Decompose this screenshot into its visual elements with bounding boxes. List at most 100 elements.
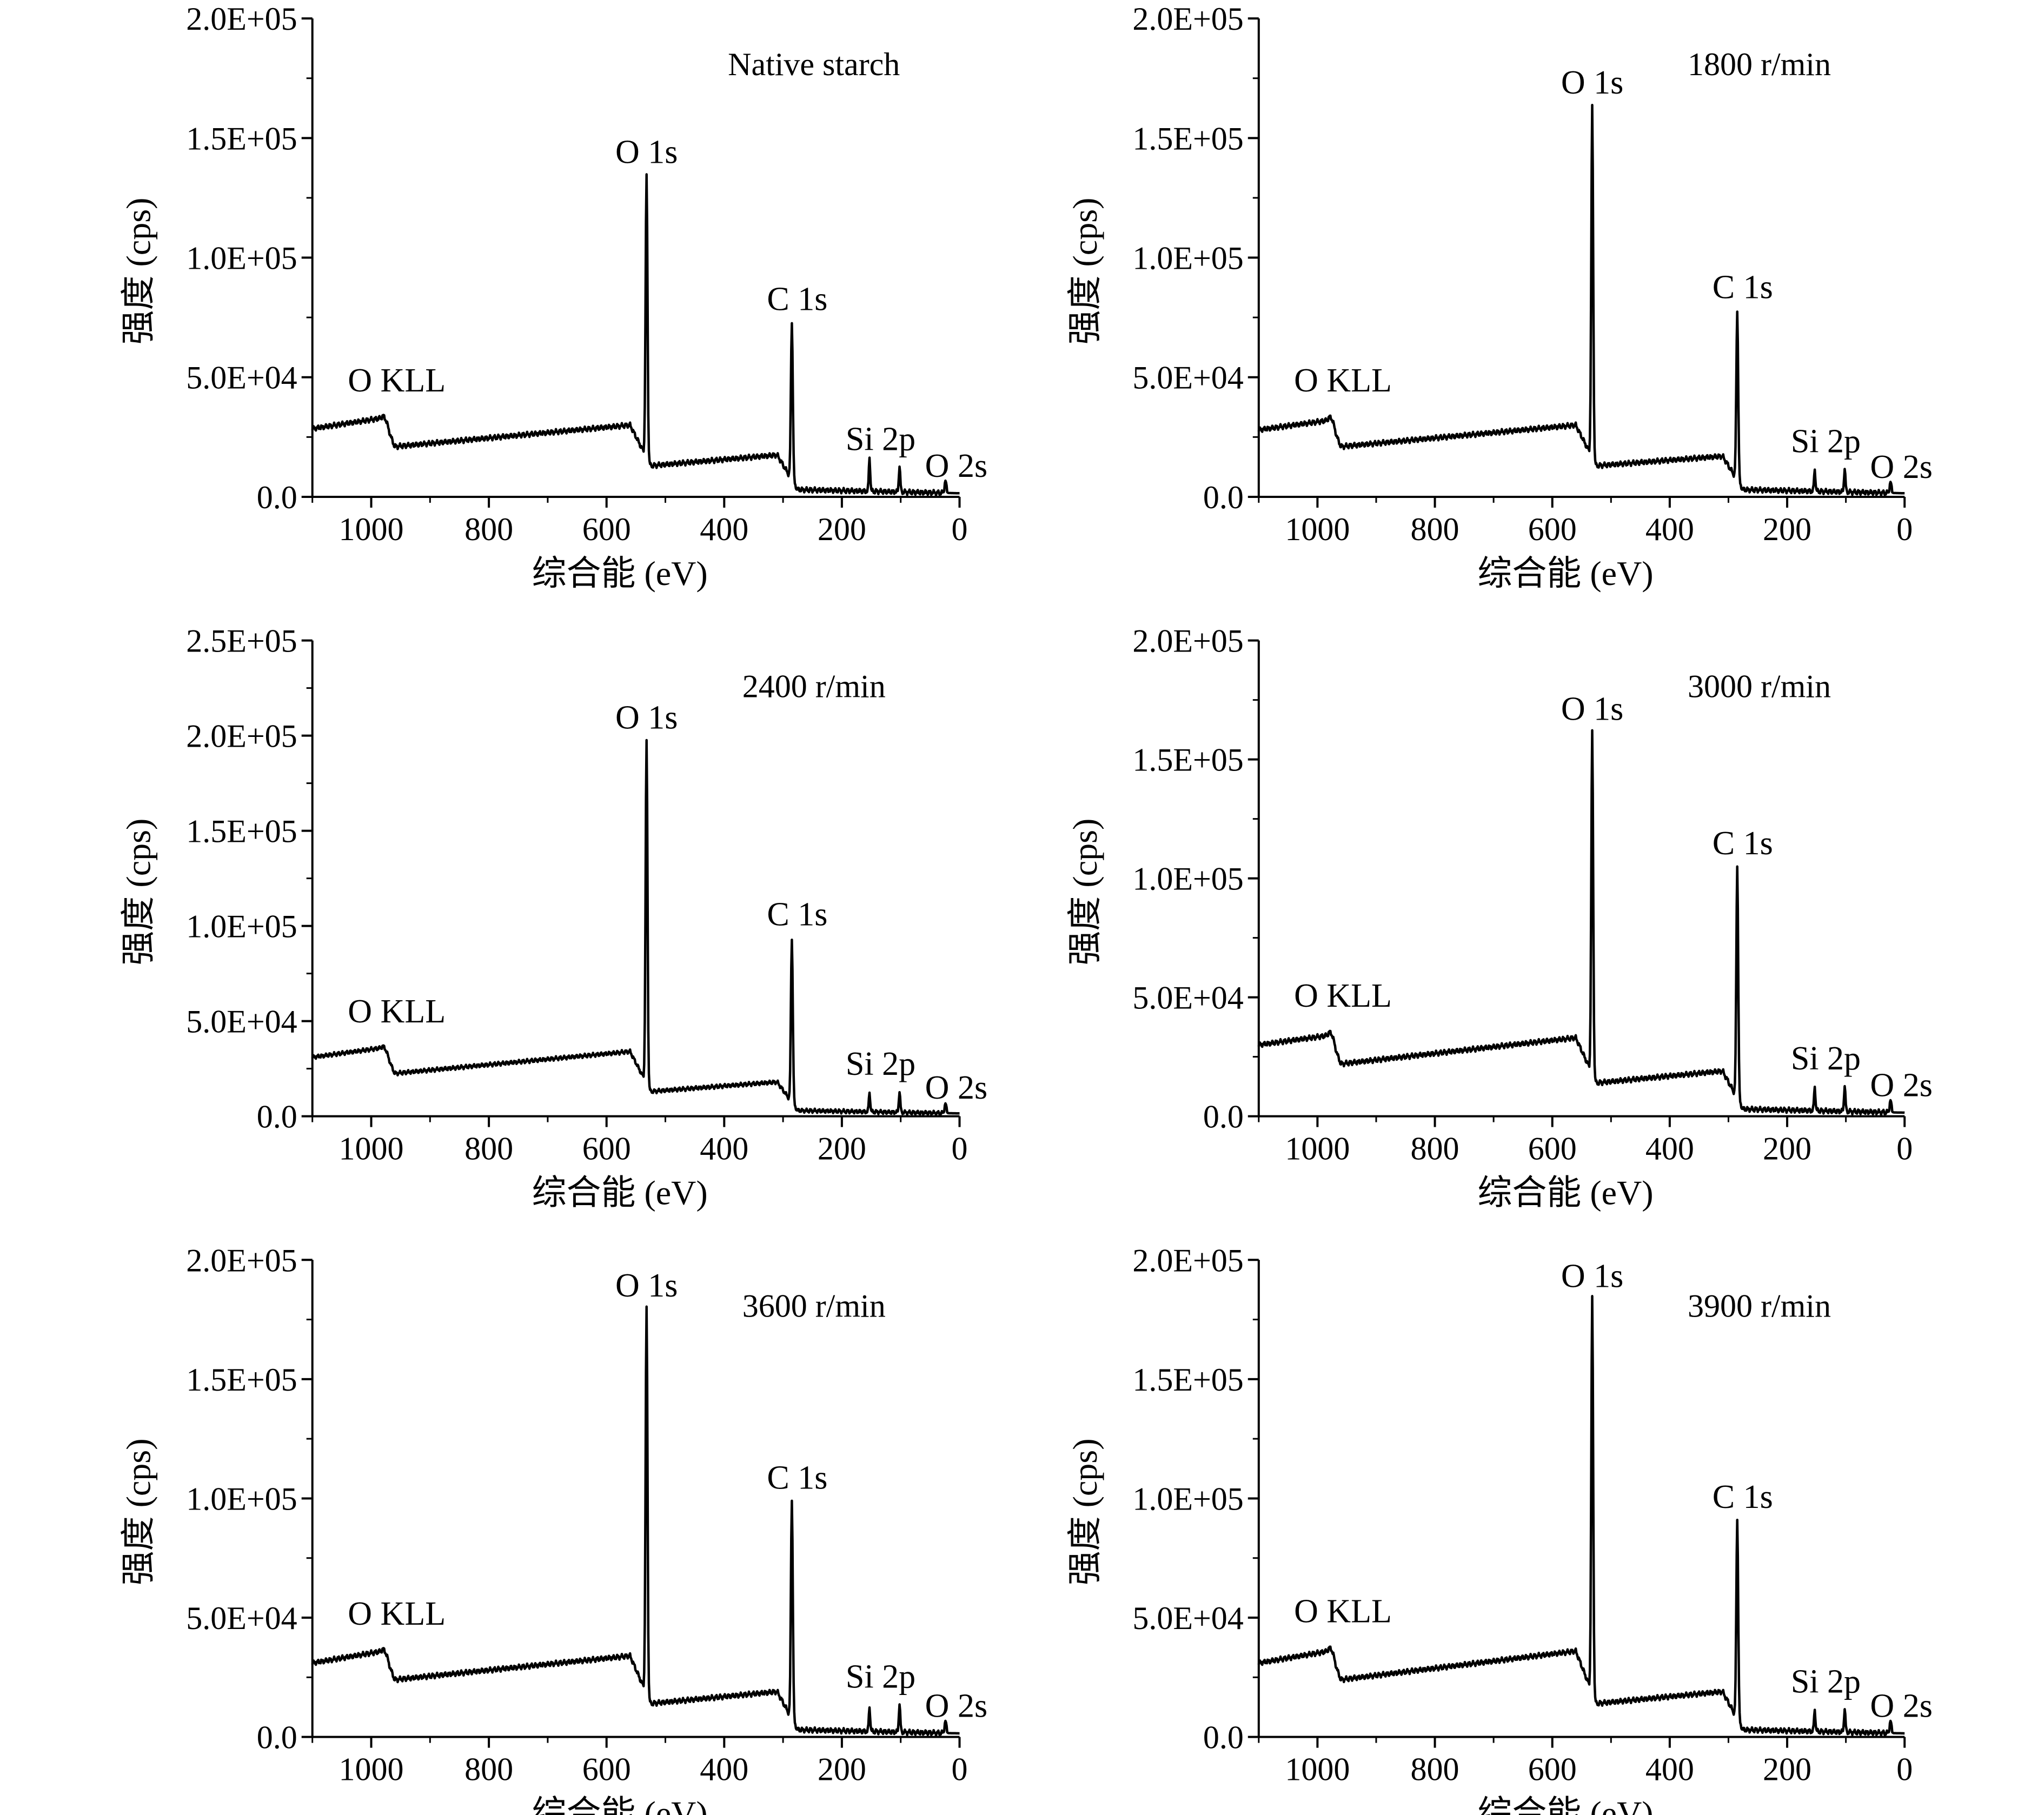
x-tick-label: 600 — [582, 1752, 631, 1787]
y-tick-label: 2.0E+05 — [1132, 623, 1244, 659]
y-tick-label: 1.5E+05 — [186, 814, 297, 849]
x-tick-label: 800 — [1411, 1752, 1459, 1787]
x-tick-label: 0 — [1896, 511, 1913, 547]
peak-label: O 2s — [925, 1069, 987, 1106]
x-tick-label: 200 — [1763, 511, 1811, 547]
peak-label: O 1s — [1561, 690, 1623, 727]
x-tick-label: 400 — [1645, 1752, 1694, 1787]
y-tick-label: 1.0E+05 — [186, 241, 297, 276]
y-tick-label: 0.0 — [257, 1720, 297, 1756]
y-tick-label: 0.0 — [1203, 480, 1244, 515]
peak-label: C 1s — [767, 1459, 827, 1496]
y-tick-label: 0.0 — [257, 480, 297, 515]
peak-label: Si 2p — [1791, 1664, 1861, 1700]
x-tick-label: 800 — [1411, 1131, 1459, 1167]
panel-3: 0.0 5.0E+04 1.0E+05 1.5E+05 2.0E+05 2.5E+05 10… — [120, 623, 987, 1212]
y-tick-label: 0.0 — [1203, 1099, 1244, 1135]
peak-label: O KLL — [348, 993, 446, 1030]
spectrum-line — [1257, 103, 1906, 497]
x-axis-title: 综合能 (eV) — [1477, 1794, 1653, 1815]
panel-title: 3600 r/min — [742, 1288, 886, 1324]
spectrum-line — [311, 173, 960, 497]
x-tick-label: 0 — [952, 1131, 968, 1167]
peak-label: O KLL — [348, 1595, 446, 1632]
spectrum-line — [1257, 729, 1906, 1116]
x-axis-title: 综合能 (eV) — [532, 554, 707, 593]
panel-5: 0.0 5.0E+04 1.0E+05 1.5E+05 2.0E+05 1000 800 60… — [120, 1242, 987, 1815]
y-axis-title: 强度 (cps) — [1066, 819, 1104, 966]
panel-4: 0.0 5.0E+04 1.0E+05 1.5E+05 2.0E+05 1000 800 60… — [1066, 623, 1933, 1212]
panel-title: 3000 r/min — [1688, 669, 1831, 704]
peak-label: C 1s — [767, 281, 827, 318]
peak-label: Si 2p — [1791, 1040, 1861, 1077]
y-tick-label: 2.0E+05 — [186, 1, 297, 37]
spectrum-line — [1257, 1295, 1906, 1737]
peak-label: O 2s — [1870, 1688, 1932, 1725]
x-axis-title: 综合能 (eV) — [1477, 554, 1653, 593]
x-tick-label: 800 — [464, 1131, 513, 1167]
peak-label: O 2s — [1870, 1067, 1932, 1104]
peak-label: O 2s — [925, 448, 987, 484]
y-tick-label: 5.0E+04 — [186, 360, 297, 396]
y-tick-label: 2.0E+05 — [186, 719, 297, 754]
x-axis-title: 综合能 (eV) — [1477, 1174, 1653, 1212]
panel-title: 3900 r/min — [1688, 1288, 1831, 1324]
peak-label: O 1s — [1561, 1258, 1623, 1294]
y-tick-label: 1.5E+05 — [186, 121, 297, 156]
y-tick-label: 1.5E+05 — [186, 1362, 297, 1398]
peak-label: O 1s — [1561, 64, 1623, 101]
peak-label: O 1s — [615, 699, 678, 736]
x-tick-label: 800 — [464, 511, 513, 547]
x-tick-label: 800 — [1411, 511, 1459, 547]
peak-label: Si 2p — [846, 1046, 915, 1082]
x-axis-title: 综合能 (eV) — [532, 1794, 707, 1815]
y-tick-label: 1.5E+05 — [1132, 121, 1244, 156]
peak-label: O KLL — [1294, 978, 1392, 1014]
x-tick-label: 0 — [952, 1752, 968, 1787]
x-tick-label: 0 — [952, 511, 968, 547]
x-tick-label: 0 — [1896, 1752, 1913, 1787]
x-tick-label: 400 — [700, 511, 748, 547]
x-tick-label: 1000 — [1285, 1752, 1350, 1787]
panel-title: 1800 r/min — [1688, 46, 1831, 82]
x-tick-label: 1000 — [339, 1131, 403, 1167]
peak-label: O KLL — [1294, 1593, 1392, 1630]
y-tick-label: 1.0E+05 — [186, 1481, 297, 1517]
peak-label: C 1s — [767, 896, 827, 933]
y-tick-label: 0.0 — [1203, 1720, 1244, 1756]
panel-title: Native starch — [728, 46, 900, 82]
y-tick-label: 1.0E+05 — [1132, 861, 1244, 897]
peak-label: O 1s — [615, 1267, 678, 1304]
peak-label: C 1s — [1713, 825, 1773, 862]
spectrum-line — [311, 1305, 960, 1737]
panel-2: 0.0 5.0E+04 1.0E+05 1.5E+05 2.0E+05 1000 800 60… — [1066, 1, 1933, 593]
peak-label: O 1s — [615, 134, 678, 170]
y-tick-label: 2.0E+05 — [186, 1242, 297, 1278]
x-tick-label: 0 — [1896, 1131, 1913, 1167]
x-tick-label: 600 — [1528, 1752, 1577, 1787]
y-tick-label: 2.0E+05 — [1132, 1, 1244, 37]
peak-label: O 2s — [925, 1688, 987, 1725]
y-tick-label: 2.5E+05 — [186, 623, 297, 659]
y-tick-label: 5.0E+04 — [1132, 980, 1244, 1016]
x-tick-label: 600 — [1528, 511, 1577, 547]
x-axis-title: 综合能 (eV) — [532, 1174, 707, 1212]
peak-label: O 2s — [1870, 449, 1932, 486]
y-tick-label: 1.0E+05 — [186, 909, 297, 945]
x-tick-label: 200 — [818, 1131, 866, 1167]
x-tick-label: 200 — [818, 1752, 866, 1787]
peak-label: C 1s — [1713, 1479, 1773, 1515]
x-tick-label: 400 — [1645, 1131, 1694, 1167]
y-tick-label: 2.0E+05 — [1132, 1242, 1244, 1278]
peak-label: O KLL — [348, 362, 446, 399]
x-tick-label: 1000 — [339, 511, 403, 547]
y-tick-label: 1.0E+05 — [1132, 1481, 1244, 1517]
y-axis-title: 强度 (cps) — [120, 1438, 158, 1585]
y-tick-label: 1.5E+05 — [1132, 742, 1244, 778]
peak-label: Si 2p — [1791, 423, 1861, 460]
x-tick-label: 200 — [818, 511, 866, 547]
panel-1: 0.0 5.0E+04 1.0E+05 1.5E+05 2.0E+05 1000 800 60… — [120, 1, 987, 593]
y-axis-title: 强度 (cps) — [120, 819, 158, 966]
peak-label: C 1s — [1713, 269, 1773, 306]
